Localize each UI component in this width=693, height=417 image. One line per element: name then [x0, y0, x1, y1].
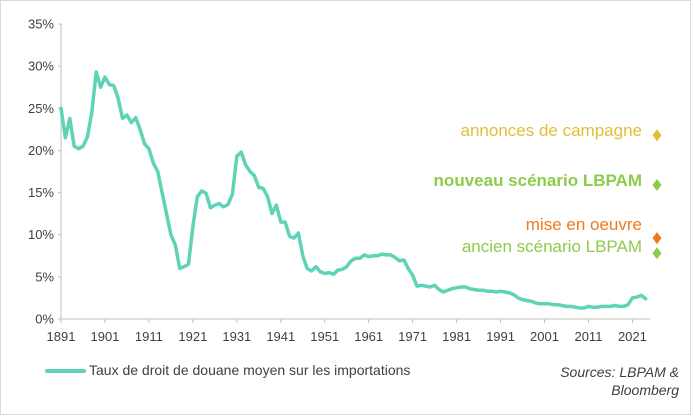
x-tick-label: 1961 — [354, 329, 383, 344]
y-tick-label: 35% — [28, 17, 54, 32]
x-tick-label: 1891 — [47, 329, 76, 344]
x-tick-label: 1981 — [442, 329, 471, 344]
y-tick-labels: 0% 5% 10% 15% 20% 25% 30% 35% — [28, 17, 61, 327]
x-tick-label: 1951 — [310, 329, 339, 344]
y-tick-label: 10% — [28, 227, 54, 242]
annotation-label: ancien scénario LBPAM — [462, 237, 642, 256]
x-tick-label: 2021 — [618, 329, 647, 344]
x-tick-labels: 1891 1901 1911 1921 1931 1941 1951 1961 1971 1981… — [47, 319, 647, 344]
annotation-diamond — [652, 232, 662, 245]
x-tick-label: 1941 — [266, 329, 295, 344]
legend: Taux de droit de douane moyen sur les im… — [45, 362, 410, 378]
annotation-diamond — [652, 178, 662, 191]
y-tick-label: 15% — [28, 185, 54, 200]
series-layer — [59, 70, 648, 310]
annotation-label: nouveau scénario LBPAM — [434, 171, 642, 190]
x-tick-label: 2011 — [574, 329, 602, 344]
y-tick-label: 20% — [28, 143, 54, 158]
legend-label: Taux de droit de douane moyen sur les im… — [89, 362, 410, 378]
source-line-2: Bloomberg — [611, 382, 679, 398]
annotations: annonces de campagne nouveau scénario LBP… — [434, 121, 662, 260]
x-tick-label: 1901 — [90, 329, 119, 344]
y-tick-label: 30% — [28, 59, 54, 74]
chart-axes — [60, 24, 650, 320]
x-tick-label: 1991 — [486, 329, 515, 344]
x-tick-label: 1931 — [222, 329, 251, 344]
y-tick-label: 0% — [35, 312, 54, 327]
x-tick-label: 1971 — [398, 329, 427, 344]
x-tick-label: 1921 — [178, 329, 207, 344]
x-tick-label: 2001 — [530, 329, 559, 344]
annotation-label: annonces de campagne — [461, 121, 642, 140]
source-line-1: Sources: LBPAM & — [560, 364, 679, 380]
y-tick-label: 25% — [28, 101, 54, 116]
series-line — [59, 70, 648, 310]
source-note: Sources: LBPAM & Bloomberg — [560, 364, 679, 398]
annotation-diamond — [652, 129, 662, 142]
y-tick-label: 5% — [35, 269, 54, 284]
annotation-diamond — [652, 247, 662, 260]
annotation-label: mise en oeuvre — [526, 215, 642, 234]
x-tick-label: 1911 — [135, 329, 163, 344]
